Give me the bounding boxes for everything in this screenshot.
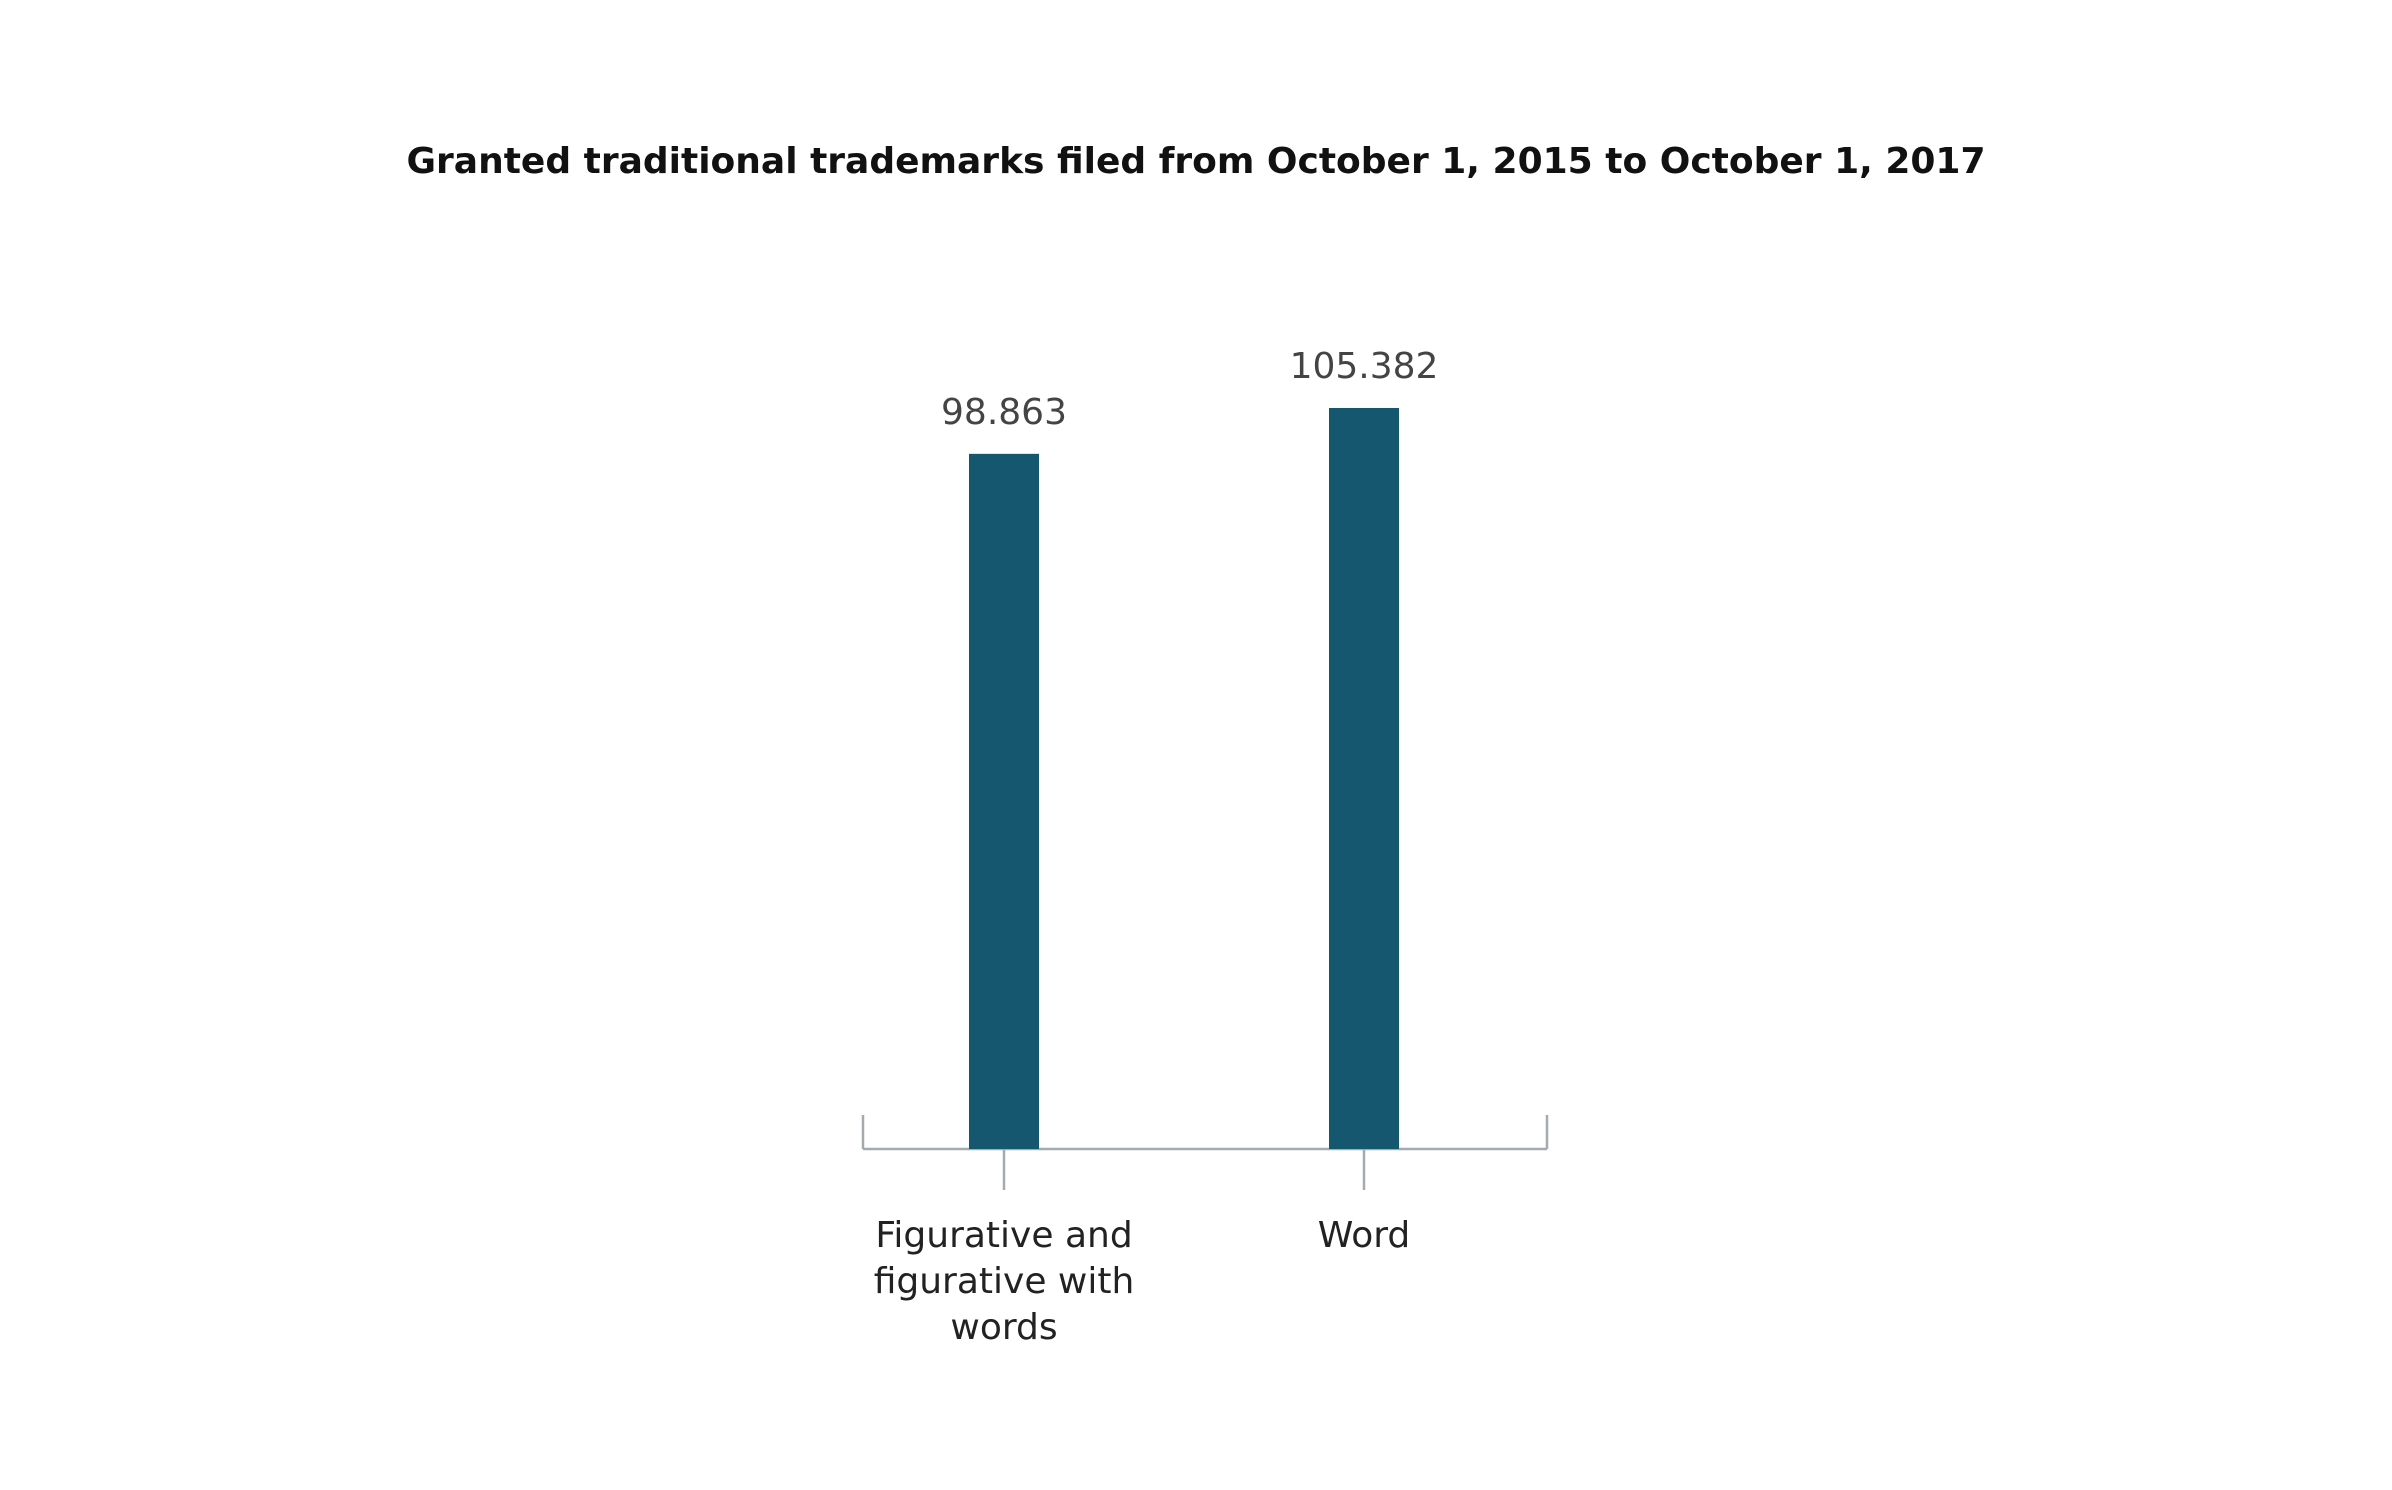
bar [969, 453, 1039, 1149]
x-tick-label-line: words [950, 1307, 1057, 1348]
x-tick-label-line: Figurative and [875, 1215, 1132, 1256]
x-tick-label: Figurative and figurative with words [874, 1215, 1135, 1348]
chart-title: Granted traditional trademarks filed fro… [406, 141, 1985, 182]
value-label: 98.863 [941, 392, 1067, 433]
value-label: 105.382 [1290, 346, 1439, 387]
bar [1329, 408, 1399, 1149]
x-tick-label: Word [1318, 1215, 1411, 1256]
x-tick-label-line: figurative with [874, 1261, 1135, 1302]
x-tick-label-line: Word [1318, 1215, 1411, 1256]
